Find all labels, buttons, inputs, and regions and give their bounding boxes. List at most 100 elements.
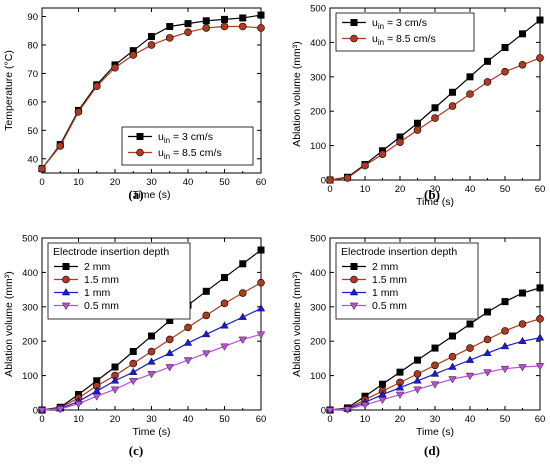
- x-tick-label: 10: [360, 414, 371, 425]
- data-point: [448, 102, 457, 110]
- data-point: [257, 11, 265, 19]
- legend-marker: [136, 133, 144, 141]
- data-point: [500, 341, 510, 350]
- legend-title: Electrode insertion depth: [53, 246, 169, 258]
- data-point: [256, 304, 266, 312]
- x-tick-label: 0: [327, 414, 332, 425]
- data-point: [202, 350, 211, 358]
- x-tick-label: 0: [39, 177, 44, 188]
- legend-title: Electrode insertion depth: [341, 246, 457, 258]
- legend-label: 1.5 mm: [372, 274, 407, 286]
- chart-panel-4: 0 10 20 30 40 50 60 0 100 200 300 400 500 Time (s) Abl…: [291, 234, 545, 459]
- x-tick-label: 20: [110, 177, 121, 188]
- data-point: [238, 336, 247, 344]
- legend: Electrode insertion depth 2 mm1.5 mm1 mm0…: [47, 242, 191, 320]
- legend-box: [47, 242, 191, 320]
- x-tick-label: 40: [465, 184, 476, 195]
- data-point: [431, 104, 439, 112]
- data-point: [257, 246, 265, 254]
- chart-panel-3: 0 10 20 30 40 50 60 0 100 200 300 400 500 Time (s) Abl…: [3, 234, 266, 459]
- data-point: [256, 331, 266, 339]
- data-point: [430, 369, 440, 377]
- data-point: [129, 348, 137, 356]
- y-tick-label: 90: [27, 12, 38, 23]
- data-point: [202, 287, 210, 295]
- data-point: [518, 289, 526, 297]
- data-point: [165, 335, 174, 344]
- data-point: [220, 22, 229, 31]
- legend-label: uin = 3 cm/s: [158, 131, 213, 145]
- panel-label: (c): [129, 443, 143, 458]
- x-axis-title: Time (s): [416, 426, 454, 438]
- y-tick-label: 70: [27, 69, 38, 80]
- data-point: [430, 381, 440, 389]
- data-point: [518, 30, 526, 38]
- y-tick-label: 400: [22, 268, 38, 279]
- legend-box: [335, 242, 479, 320]
- data-point: [111, 63, 119, 72]
- x-tick-label: 40: [183, 414, 194, 425]
- data-point: [111, 363, 119, 371]
- x-tick-label: 20: [110, 414, 121, 425]
- legend-marker: [62, 262, 70, 270]
- data-point: [74, 108, 83, 116]
- x-axis-title: Time (s): [132, 189, 170, 201]
- data-point: [466, 344, 474, 352]
- data-point: [202, 329, 211, 338]
- legend-marker: [349, 302, 359, 310]
- data-point: [483, 335, 492, 344]
- legend-marker: [61, 302, 71, 310]
- data-point: [501, 327, 509, 335]
- data-point: [129, 378, 138, 386]
- legend-label: uin = 8.5 cm/s: [158, 147, 222, 161]
- legend-label: 0.5 mm: [84, 300, 119, 312]
- data-point: [518, 336, 527, 344]
- legend: uin = 3 cm/s uin = 8.5 cm/s: [335, 12, 475, 52]
- data-point: [466, 90, 474, 98]
- data-point: [466, 320, 474, 328]
- legend-label: 2 mm: [84, 261, 111, 273]
- data-point: [395, 391, 405, 399]
- x-tick-label: 40: [465, 414, 476, 425]
- y-tick-label: 100: [310, 371, 326, 382]
- data-point: [220, 343, 229, 351]
- data-point: [147, 371, 156, 379]
- y-tick-label: 300: [310, 302, 326, 313]
- data-point: [148, 32, 156, 40]
- x-tick-label: 10: [360, 184, 371, 195]
- x-tick-label: 40: [183, 177, 194, 188]
- y-tick-label: 100: [310, 141, 326, 152]
- data-point: [129, 359, 138, 368]
- data-point: [501, 67, 509, 76]
- data-point: [238, 312, 247, 320]
- x-tick-label: 0: [327, 184, 332, 195]
- data-point: [395, 383, 405, 391]
- data-point: [183, 338, 193, 346]
- data-point: [501, 44, 509, 52]
- chart-panel-2: 0 10 20 30 40 50 60 0 100 200 300 400 500 Time (s) Abl…: [291, 4, 545, 209]
- data-point: [129, 51, 138, 59]
- data-point: [413, 370, 422, 378]
- data-point: [536, 16, 544, 24]
- data-point: [343, 174, 352, 182]
- x-tick-label: 0: [39, 414, 44, 425]
- panel-label: (d): [424, 443, 440, 458]
- data-point: [37, 407, 47, 415]
- data-point: [184, 20, 192, 28]
- legend-label: 1.5 mm: [84, 274, 119, 286]
- data-point: [413, 356, 421, 364]
- data-point: [483, 369, 492, 377]
- data-point: [56, 142, 65, 150]
- data-point: [38, 164, 46, 173]
- legend-label: 1 mm: [372, 287, 399, 299]
- data-point: [257, 24, 265, 32]
- data-point: [220, 299, 229, 308]
- data-point: [448, 352, 457, 361]
- data-point: [413, 376, 422, 384]
- legend: uin = 3 cm/s uin = 8.5 cm/s: [121, 126, 254, 166]
- data-point: [536, 315, 544, 323]
- y-tick-label: 400: [310, 38, 326, 49]
- y-axis-title: Temperature (°C): [3, 50, 15, 131]
- data-point: [239, 260, 247, 268]
